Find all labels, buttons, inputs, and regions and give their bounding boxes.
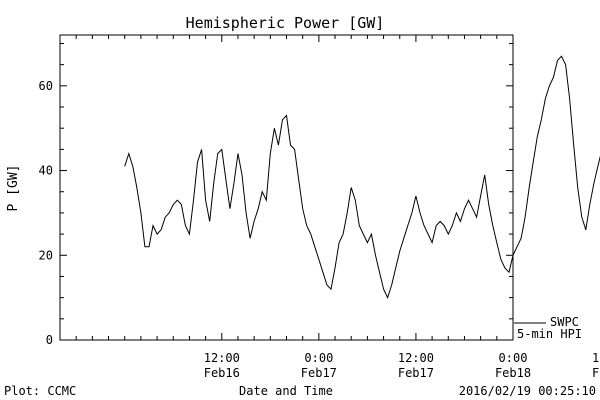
timestamp: 2016/02/19 00:25:10 — [459, 384, 596, 398]
x-tick-label: Feb16 — [204, 366, 240, 380]
y-tick-label: 20 — [39, 248, 53, 262]
legend-label-swpc: SWPC — [550, 315, 579, 329]
x-tick-label: 0:00 — [304, 351, 333, 365]
x-axis-label: Date and Time — [239, 384, 333, 398]
x-tick-label: 12:00 — [398, 351, 434, 365]
plot-frame — [59, 34, 514, 341]
x-axis-ticks: 12:00Feb160:00Feb1712:00Feb170:00Feb1812… — [75, 35, 600, 380]
x-tick-label: Feb18 — [495, 366, 531, 380]
y-axis-label: P [GW] — [6, 165, 21, 212]
legend-sublabel: 5-min HPI — [517, 327, 582, 341]
series-line-swpc — [124, 55, 600, 299]
chart-title: Hemispheric Power [GW] — [186, 14, 385, 32]
y-tick-label: 40 — [39, 164, 53, 178]
x-tick-label: 12:00 — [204, 351, 240, 365]
x-tick-label: Feb17 — [301, 366, 337, 380]
x-tick-label: Feb17 — [398, 366, 434, 380]
x-tick-label: 0:00 — [499, 351, 528, 365]
y-tick-label: 0 — [46, 333, 53, 347]
x-tick-label: 12:00 — [592, 351, 600, 365]
plot-credit: Plot: CCMC — [4, 384, 76, 398]
y-axis-ticks: 0 20 40 60 — [39, 42, 513, 347]
y-tick-label: 60 — [39, 79, 53, 93]
x-tick-label: Feb18 — [592, 366, 600, 380]
